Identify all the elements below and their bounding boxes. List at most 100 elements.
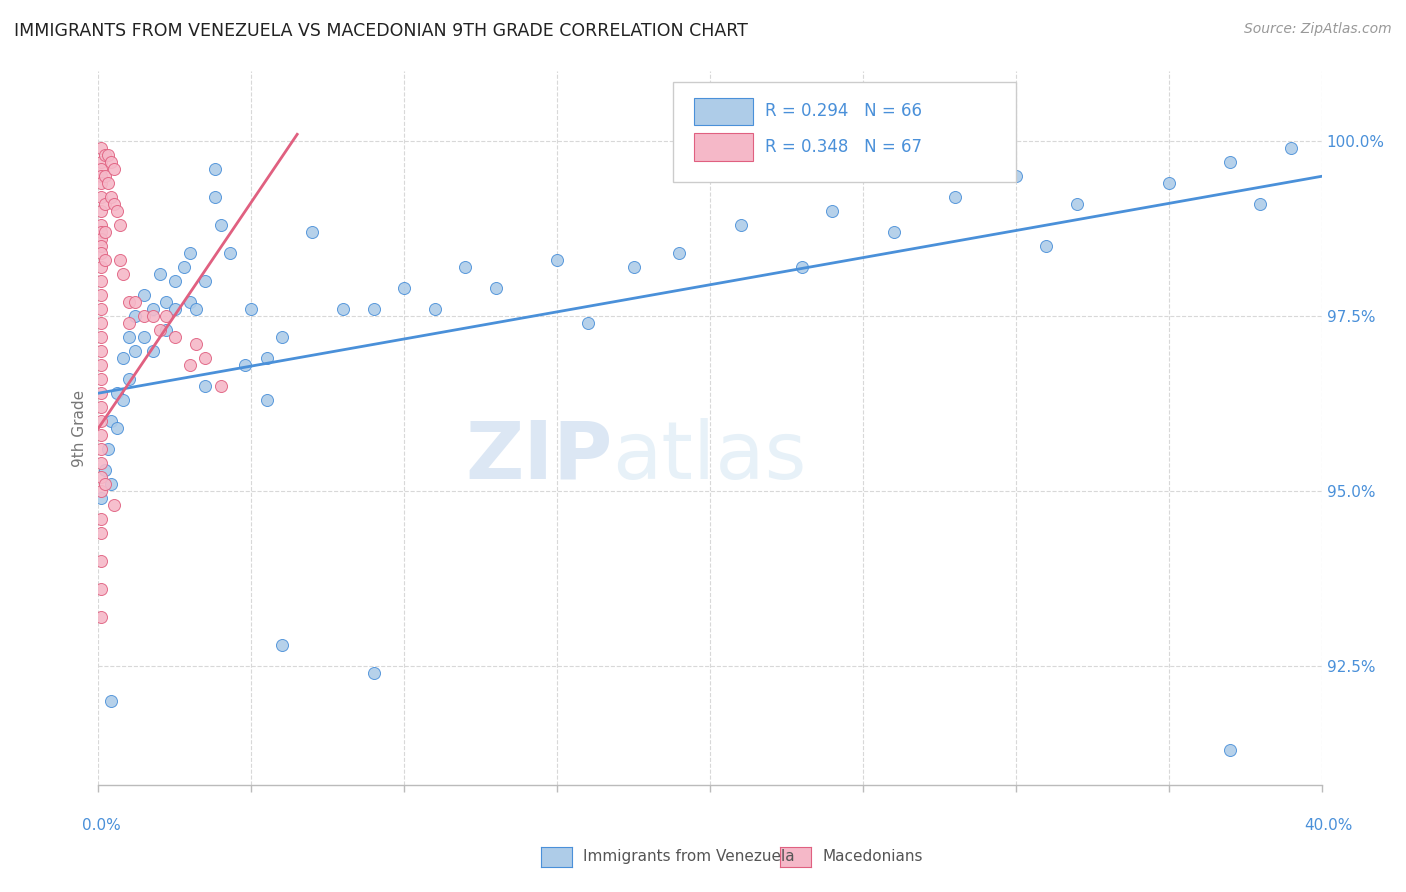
Point [332, 302, 354, 317]
Point [90, 141, 112, 155]
Point [142, 344, 165, 359]
Point [1157, 176, 1180, 190]
Point [821, 204, 844, 219]
Point [301, 225, 323, 239]
Point [103, 498, 125, 512]
Y-axis label: 9th Grade: 9th Grade [72, 390, 87, 467]
Point [149, 323, 172, 337]
Point [111, 267, 134, 281]
Point [90, 190, 112, 204]
Point [93, 477, 115, 491]
Point [90, 246, 112, 260]
Point [124, 310, 146, 324]
Text: Source: ZipAtlas.com: Source: ZipAtlas.com [1244, 22, 1392, 37]
Point [883, 225, 905, 239]
Point [103, 197, 125, 211]
Point [90, 442, 112, 457]
Point [1219, 155, 1241, 169]
Point [90, 428, 112, 442]
Point [256, 393, 278, 408]
Point [219, 246, 242, 260]
Point [1219, 743, 1241, 757]
Point [90, 582, 112, 596]
Point [142, 302, 165, 317]
Text: 0.0%: 0.0% [82, 818, 121, 832]
Point [668, 246, 690, 260]
Point [100, 414, 122, 428]
Point [111, 393, 134, 408]
Point [423, 302, 446, 317]
Point [97, 442, 120, 457]
Point [100, 477, 122, 491]
Point [93, 169, 115, 184]
Point [93, 197, 115, 211]
Point [118, 330, 141, 344]
Text: atlas: atlas [612, 417, 807, 496]
Point [90, 239, 112, 253]
Point [134, 288, 156, 302]
Point [90, 162, 112, 177]
Point [392, 281, 416, 295]
Point [363, 666, 385, 681]
Point [256, 351, 278, 366]
Point [233, 358, 256, 372]
Point [142, 310, 165, 324]
Point [118, 295, 141, 310]
Point [1004, 169, 1026, 184]
Point [105, 204, 128, 219]
Point [194, 351, 217, 366]
Point [90, 491, 112, 505]
Point [90, 204, 112, 219]
Point [90, 344, 112, 359]
Point [790, 260, 813, 275]
Point [103, 162, 125, 177]
Point [155, 310, 177, 324]
Point [90, 386, 112, 401]
Point [108, 219, 131, 233]
Bar [695, 98, 752, 125]
Point [209, 379, 232, 393]
Point [118, 372, 141, 386]
Point [363, 302, 385, 317]
Point [179, 246, 201, 260]
Point [124, 295, 146, 310]
Point [186, 302, 208, 317]
Point [105, 421, 128, 435]
Point [240, 302, 263, 317]
Point [90, 512, 112, 526]
Point [90, 155, 112, 169]
Point [134, 330, 156, 344]
Point [90, 225, 112, 239]
Point [90, 330, 112, 344]
Text: Macedonians: Macedonians [823, 849, 922, 863]
Point [111, 351, 134, 366]
Point [108, 253, 131, 268]
Point [105, 386, 128, 401]
Point [90, 372, 112, 386]
Point [134, 310, 156, 324]
Point [576, 316, 599, 330]
Point [90, 232, 112, 246]
Point [155, 323, 177, 337]
Point [204, 162, 226, 177]
Point [186, 337, 208, 351]
Point [124, 344, 146, 359]
Point [163, 274, 186, 288]
FancyBboxPatch shape [673, 82, 1015, 182]
Point [204, 190, 226, 204]
Point [194, 274, 217, 288]
Text: R = 0.294   N = 66: R = 0.294 N = 66 [765, 103, 922, 120]
Point [90, 456, 112, 470]
Point [97, 148, 120, 162]
Point [90, 526, 112, 541]
Point [90, 176, 112, 190]
Text: 40.0%: 40.0% [1305, 818, 1353, 832]
Point [90, 219, 112, 233]
Point [623, 260, 645, 275]
Point [730, 219, 752, 233]
Point [179, 358, 201, 372]
Bar [695, 134, 752, 161]
Point [100, 155, 122, 169]
Point [90, 358, 112, 372]
Point [90, 414, 112, 428]
